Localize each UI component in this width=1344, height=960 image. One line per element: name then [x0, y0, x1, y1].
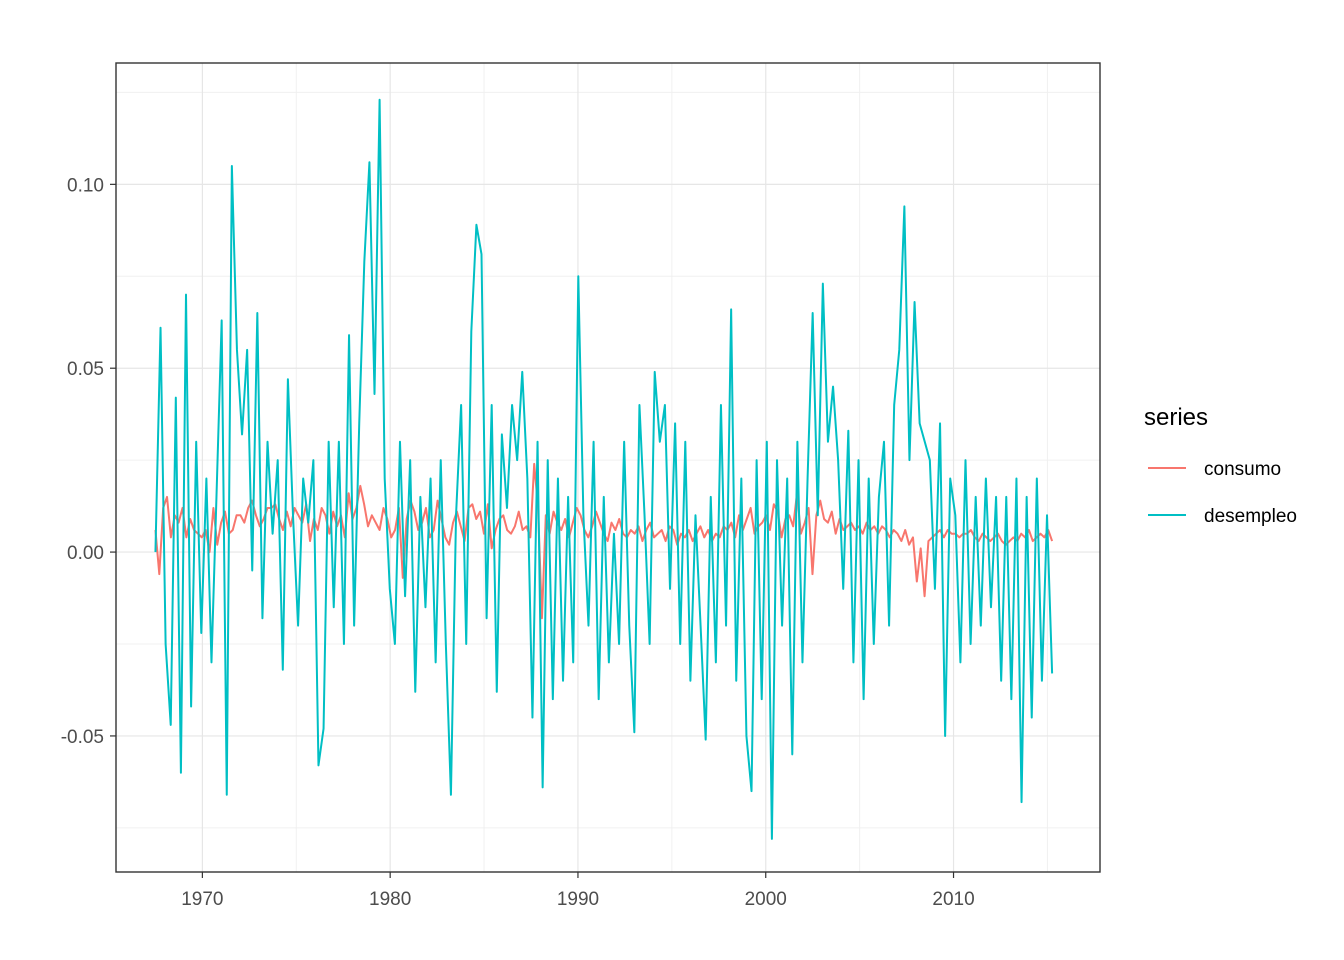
x-axis: 1970 1980 1990 2000 2010 [181, 872, 975, 910]
x-tick-label: 1970 [181, 889, 223, 910]
series-line-desempleo [154, 98, 1054, 840]
x-tick-label: 1990 [557, 889, 599, 910]
legend-label-desempleo: desempleo [1204, 506, 1297, 527]
x-tick-label: 2000 [745, 889, 787, 910]
grid-minor [116, 63, 1100, 872]
y-tick-label: 0.00 [67, 543, 104, 564]
series-layer [154, 98, 1054, 840]
y-tick-label: -0.05 [61, 727, 104, 748]
panel-border [115, 62, 1101, 873]
series-line-consumo [154, 462, 1054, 620]
y-axis: -0.05 0.00 0.05 0.10 [61, 175, 116, 748]
legend-entries: consumo desempleo [1148, 459, 1297, 527]
legend-label-consumo: consumo [1204, 459, 1281, 480]
legend-title: series [1144, 404, 1208, 431]
y-tick-label: 0.05 [67, 359, 104, 380]
grid-major [116, 63, 1100, 872]
legend: series consumo desempleo [1144, 404, 1297, 527]
x-tick-label: 2010 [932, 889, 974, 910]
x-tick-label: 1980 [369, 889, 411, 910]
y-tick-label: 0.10 [67, 175, 104, 196]
